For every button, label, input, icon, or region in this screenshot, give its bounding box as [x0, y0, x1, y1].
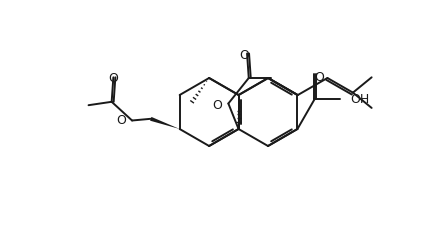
Text: OH: OH [350, 93, 369, 106]
Text: O: O [239, 49, 249, 61]
Text: O: O [116, 114, 126, 127]
Text: O: O [109, 72, 118, 85]
Text: O: O [315, 71, 324, 84]
Polygon shape [150, 117, 180, 129]
Text: O: O [212, 99, 222, 112]
